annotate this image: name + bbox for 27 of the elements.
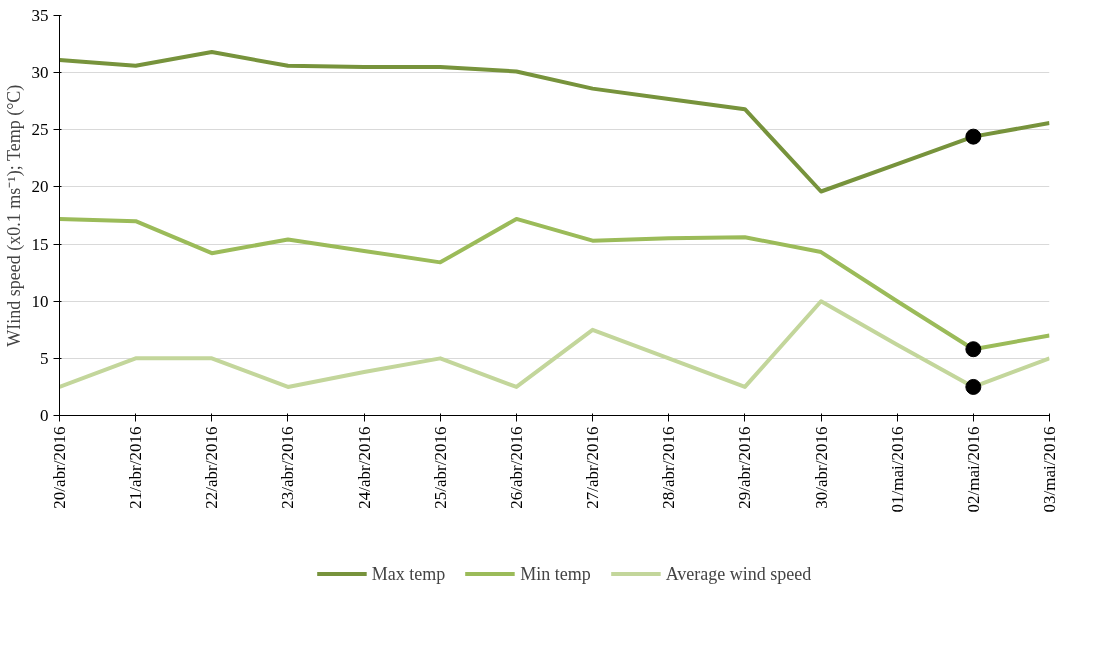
- y-tick-label: 30: [31, 63, 49, 83]
- x-tick-label: 23/abr/2016: [278, 426, 298, 509]
- x-tick-label: 28/abr/2016: [659, 426, 679, 509]
- y-tick-label: 20: [31, 177, 49, 197]
- y-tick-label: 35: [31, 6, 49, 25]
- legend-label: Average wind speed: [665, 563, 812, 584]
- y-tick-label: 10: [31, 291, 49, 311]
- y-tick-label: 5: [40, 348, 49, 368]
- x-tick-label: 27/abr/2016: [583, 426, 603, 509]
- y-tick-label: 15: [31, 234, 49, 254]
- y-axis-title: WIind speed (x0.1 ms⁻¹); Temp (°C): [3, 84, 25, 347]
- x-tick-label: 26/abr/2016: [506, 426, 526, 509]
- x-tick-label: 29/abr/2016: [735, 426, 755, 509]
- x-tick-label: 03/mai/2016: [1040, 426, 1059, 513]
- legend-label: Max temp: [371, 563, 446, 584]
- x-tick-label: 25/abr/2016: [430, 426, 450, 509]
- x-tick-label: 20/abr/2016: [50, 426, 69, 509]
- x-tick-label: 24/abr/2016: [354, 426, 374, 509]
- x-tick-label: 01/mai/2016: [887, 426, 907, 513]
- y-tick-label: 0: [40, 406, 49, 425]
- line-series: [59, 50, 1050, 194]
- x-tick-label: 30/abr/2016: [811, 426, 831, 509]
- x-tick-label: 02/mai/2016: [963, 426, 983, 513]
- legend-label: Min temp: [520, 563, 591, 584]
- x-tick-label: 22/abr/2016: [202, 426, 222, 509]
- x-tick-label: 21/abr/2016: [126, 426, 146, 509]
- y-tick-label: 25: [31, 120, 49, 140]
